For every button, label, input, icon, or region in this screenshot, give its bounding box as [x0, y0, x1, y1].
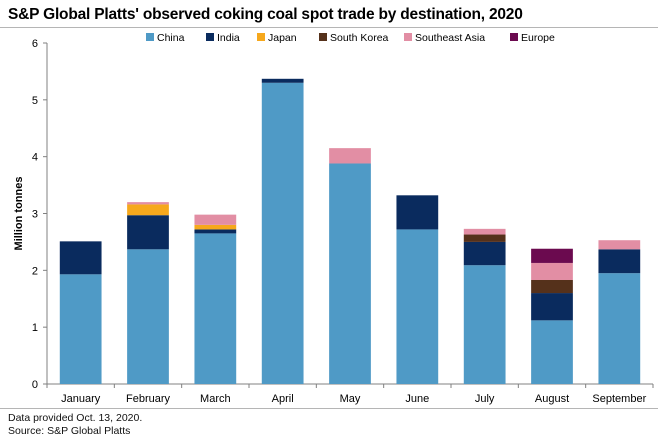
bar-india-january	[59, 241, 102, 275]
bar-india-august	[531, 293, 573, 321]
bar-china-april	[261, 82, 304, 385]
y-tick-label: 2	[32, 265, 38, 277]
x-tick-label: August	[535, 393, 569, 405]
legend-swatch-japan	[257, 33, 265, 41]
x-tick-label: January	[61, 393, 101, 405]
bar-southeast-asia-february	[127, 202, 169, 205]
chart-title: S&P Global Platts' observed coking coal …	[8, 6, 523, 23]
legend-label-japan: Japan	[268, 32, 297, 44]
bar-china-june	[396, 229, 439, 384]
footnote-source: Source: S&P Global Platts	[8, 425, 131, 437]
bar-india-march	[194, 229, 237, 234]
bar-southeast-asia-september	[598, 240, 641, 250]
bar-china-january	[59, 274, 102, 384]
bar-india-july	[463, 241, 506, 266]
bar-southeast-asia-august	[531, 262, 573, 280]
y-tick-label: 4	[32, 152, 38, 164]
y-tick-label: 0	[32, 379, 38, 391]
y-tick-label: 3	[32, 209, 38, 221]
legend-label-south-korea: South Korea	[330, 32, 389, 44]
legend-swatch-south-korea	[319, 33, 327, 41]
bar-europe-august	[531, 248, 573, 263]
bar-india-june	[396, 195, 439, 230]
bar-china-august	[531, 320, 573, 384]
x-tick-label: September	[592, 393, 646, 405]
bar-india-september	[598, 249, 641, 274]
legend-swatch-india	[206, 33, 214, 41]
bar-china-july	[463, 265, 506, 384]
bar-china-march	[194, 233, 237, 384]
x-tick-label: June	[405, 393, 429, 405]
bar-japan-march	[194, 224, 237, 230]
bar-china-may	[329, 163, 371, 384]
y-tick-label: 1	[32, 322, 38, 334]
bar-india-february	[127, 215, 169, 250]
bar-south-korea-august	[531, 279, 573, 294]
bar-india-april	[261, 78, 304, 83]
x-tick-label: February	[126, 393, 171, 405]
bar-china-september	[598, 273, 641, 384]
y-axis-title: Million tonnes	[13, 177, 25, 251]
chart-frame: 0 1 2 3 4 5 6 Million tonnes January February Marc…	[0, 27, 658, 409]
footnote-date: Data provided Oct. 13, 2020.	[8, 412, 143, 424]
legend-label-india: India	[217, 32, 240, 44]
bar-china-february	[127, 249, 169, 384]
bar-southeast-asia-may	[329, 148, 371, 164]
y-tick-label: 5	[32, 95, 38, 107]
x-tick-label: March	[200, 393, 231, 405]
bar-japan-february	[127, 204, 169, 216]
bar-south-korea-july	[463, 234, 506, 242]
legend-label-europe: Europe	[521, 32, 555, 44]
bar-southeast-asia-march	[194, 214, 237, 225]
x-tick-label: April	[272, 393, 294, 405]
legend-swatch-china	[146, 33, 154, 41]
bar-southeast-asia-july	[463, 228, 506, 235]
legend-swatch-southeast-asia	[404, 33, 412, 41]
x-tick-label: July	[475, 393, 495, 405]
legend-label-southeast-asia: Southeast Asia	[415, 32, 485, 44]
y-tick-label: 6	[32, 38, 38, 50]
legend-swatch-europe	[510, 33, 518, 41]
legend-label-china: China	[157, 32, 185, 44]
coking-coal-stacked-bar-chart: 0 1 2 3 4 5 6 Million tonnes January February Marc…	[13, 32, 654, 405]
x-tick-label: May	[340, 393, 361, 405]
